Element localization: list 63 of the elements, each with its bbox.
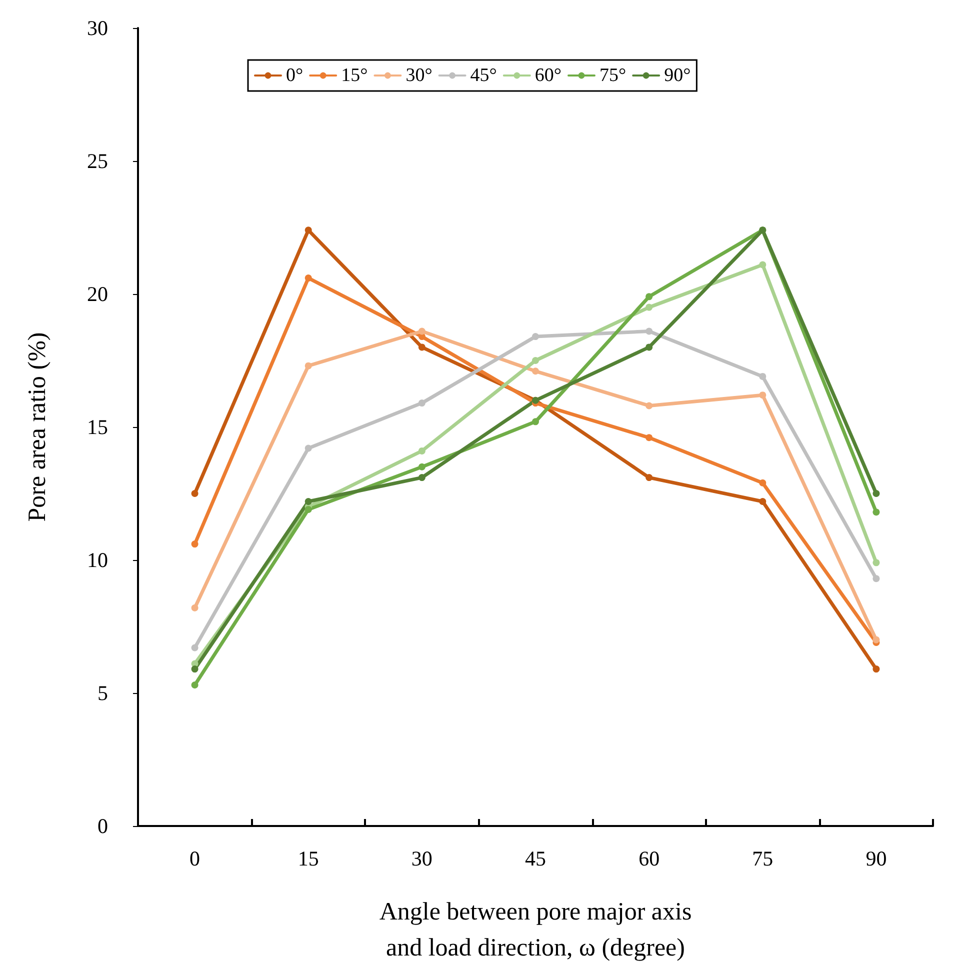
x-tick-label: 0 (190, 846, 200, 870)
point (191, 540, 198, 548)
legend-label: 15° (341, 65, 368, 86)
point (418, 447, 426, 454)
point (646, 293, 653, 300)
point (646, 474, 653, 482)
point (304, 362, 312, 370)
x-tick-label: 30 (411, 846, 432, 870)
point (304, 274, 312, 282)
point (759, 498, 766, 505)
point (191, 666, 198, 673)
point (304, 506, 312, 513)
legend-label: 75° (599, 65, 626, 86)
legend-label: 30° (406, 65, 432, 86)
legend-label: 0° (286, 65, 304, 86)
point (191, 644, 198, 652)
point (304, 498, 312, 505)
point (646, 328, 653, 335)
y-tick-label: 5 (98, 681, 108, 705)
x-axis-title: Angle between pore major axis and load direction, ω (degree) (379, 898, 692, 962)
point (532, 418, 539, 426)
point (646, 344, 653, 351)
point (418, 344, 426, 351)
point (191, 604, 198, 612)
point (418, 463, 426, 470)
point (418, 400, 426, 407)
point (872, 490, 880, 497)
point (872, 636, 880, 644)
point (532, 368, 539, 375)
x-tick-label: 45 (525, 846, 546, 870)
x-tick-label: 90 (866, 846, 887, 870)
point (304, 444, 312, 452)
point (872, 559, 880, 566)
y-axis-title: Pore area ratio (%) (24, 332, 51, 522)
point (646, 304, 653, 311)
point (532, 357, 539, 364)
x-tick-label: 15 (298, 846, 319, 870)
y-tick-label: 25 (87, 149, 108, 173)
y-tick-label: 15 (87, 415, 108, 439)
y-tick-label: 20 (87, 282, 108, 306)
legend-label: 60° (534, 65, 562, 86)
x-tick-label: 60 (638, 846, 660, 870)
point (759, 392, 766, 399)
point (418, 474, 426, 482)
point (759, 479, 766, 486)
point (646, 434, 653, 442)
y-tick-label: 10 (87, 548, 108, 572)
point (872, 666, 880, 673)
point (646, 402, 653, 410)
y-tick-label: 0 (98, 814, 108, 838)
y-tick-label: 30 (87, 16, 108, 40)
point (532, 333, 539, 340)
legend-label: 45° (470, 65, 497, 86)
point (418, 328, 426, 335)
x-tick-label: 75 (752, 846, 774, 870)
point (872, 508, 880, 516)
point (872, 575, 880, 582)
point (191, 682, 198, 689)
point (304, 226, 312, 234)
point (191, 490, 198, 497)
point (759, 261, 766, 268)
point (759, 372, 766, 380)
legend-label: 90° (664, 65, 691, 86)
